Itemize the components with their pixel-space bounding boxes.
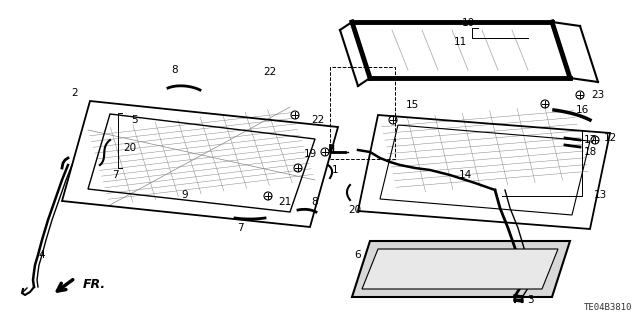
Text: 1: 1 bbox=[332, 165, 339, 175]
Text: 5: 5 bbox=[131, 115, 138, 125]
Text: 13: 13 bbox=[593, 190, 607, 200]
Text: 10: 10 bbox=[461, 18, 475, 28]
Text: FR.: FR. bbox=[83, 278, 106, 292]
Text: 7: 7 bbox=[112, 170, 118, 180]
Text: 17: 17 bbox=[584, 135, 596, 145]
Text: 20: 20 bbox=[348, 205, 362, 215]
Text: 20: 20 bbox=[124, 143, 136, 153]
Text: 22: 22 bbox=[312, 115, 324, 125]
Text: 19: 19 bbox=[303, 149, 317, 159]
Text: 12: 12 bbox=[604, 133, 616, 143]
Text: 15: 15 bbox=[405, 100, 419, 110]
Text: 7: 7 bbox=[237, 223, 243, 233]
Polygon shape bbox=[362, 249, 558, 289]
Text: 8: 8 bbox=[172, 65, 179, 75]
Text: 4: 4 bbox=[38, 250, 45, 260]
Text: 6: 6 bbox=[355, 250, 362, 260]
Text: 14: 14 bbox=[458, 170, 472, 180]
Text: 2: 2 bbox=[72, 88, 78, 98]
Text: TE04B3810: TE04B3810 bbox=[584, 303, 632, 312]
Polygon shape bbox=[352, 241, 570, 297]
Text: 22: 22 bbox=[264, 67, 276, 77]
Text: 21: 21 bbox=[278, 197, 292, 207]
Text: 3: 3 bbox=[527, 295, 533, 305]
Text: 11: 11 bbox=[453, 37, 467, 47]
Text: 8: 8 bbox=[312, 197, 318, 207]
Text: 18: 18 bbox=[584, 147, 596, 157]
Text: 9: 9 bbox=[182, 190, 188, 200]
Text: 16: 16 bbox=[575, 105, 589, 115]
Text: 23: 23 bbox=[591, 90, 605, 100]
